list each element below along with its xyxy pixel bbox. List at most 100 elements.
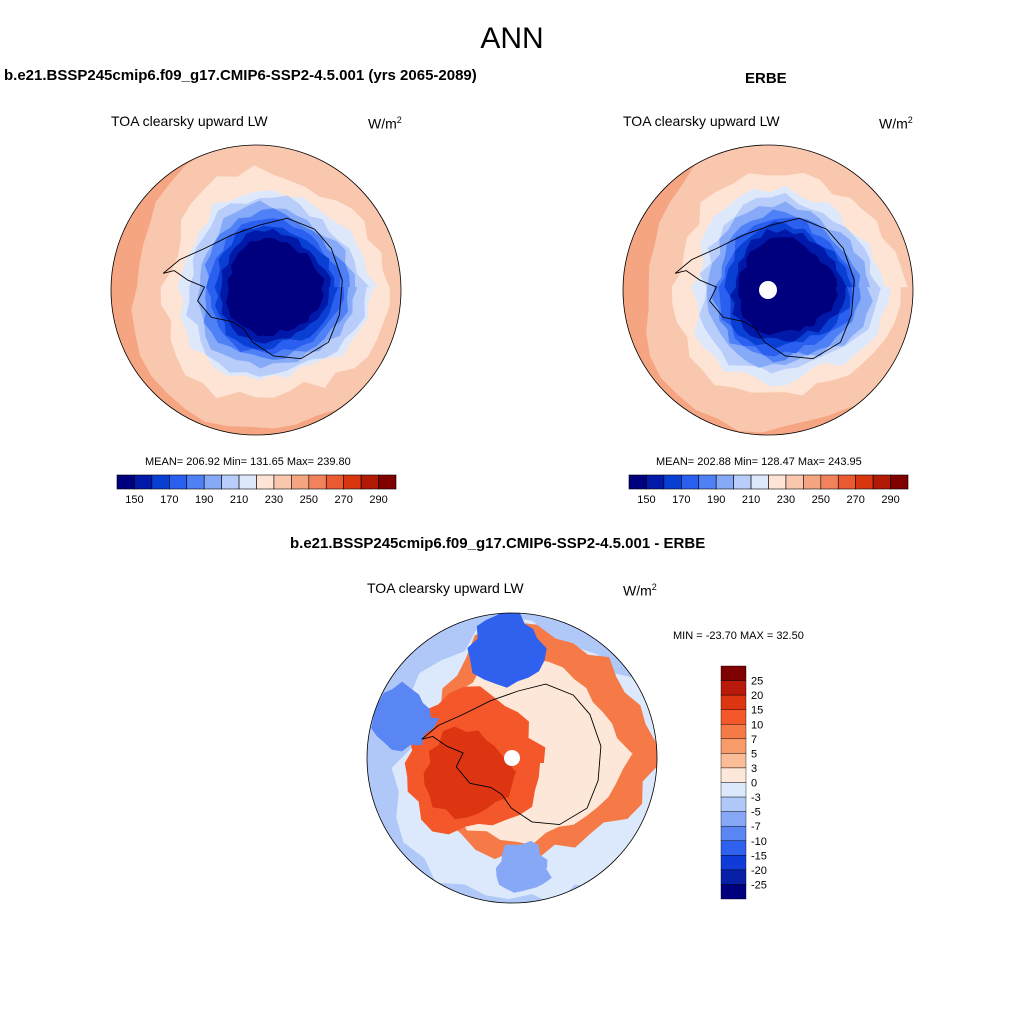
colorbar-box: [308, 474, 327, 490]
contour-band: [496, 840, 552, 893]
colorbar-box: [681, 474, 700, 490]
colorbar-box: [663, 474, 682, 490]
colorbar-tick-label: 20: [751, 690, 763, 702]
colorbar-box: [116, 474, 135, 490]
colorbar-box: [273, 474, 292, 490]
colorbar-box: [720, 884, 747, 900]
panel2-field: [623, 145, 913, 435]
contour-band: [369, 681, 440, 752]
panel2-map: [622, 144, 914, 436]
panel3-units: W/m2: [623, 582, 657, 599]
colorbar-tick-label: -20: [751, 865, 767, 877]
colorbar-box: [221, 474, 240, 490]
colorbar-box: [720, 825, 747, 841]
panel1-field: [111, 145, 401, 435]
colorbar-box: [820, 474, 839, 490]
colorbar-tick-label: 270: [335, 494, 353, 506]
colorbar-box: [646, 474, 665, 490]
missing-data-pole: [504, 750, 520, 766]
colorbar-box: [720, 724, 747, 740]
colorbar-box: [628, 474, 647, 490]
panel3-title: b.e21.BSSP245cmip6.f09_g17.CMIP6-SSP2-4.…: [290, 535, 706, 552]
colorbar-box: [378, 474, 397, 490]
colorbar-box: [872, 474, 891, 490]
colorbar-tick-label: 290: [369, 494, 387, 506]
colorbar-tick-label: -3: [751, 792, 761, 804]
map-border: [622, 144, 914, 436]
colorbar-box: [169, 474, 188, 490]
colorbar-box: [698, 474, 717, 490]
map-border: [366, 612, 658, 904]
colorbar-box: [720, 738, 747, 754]
colorbar-tick-label: 230: [777, 494, 795, 506]
contour-band: [467, 613, 547, 688]
colorbar-tick-label: 10: [751, 719, 763, 731]
contour-band: [737, 237, 838, 336]
colorbar-box: [203, 474, 222, 490]
panel3-variable-label: TOA clearsky upward LW: [367, 580, 524, 596]
panel2-title: ERBE: [745, 70, 787, 87]
panel2-variable-label: TOA clearsky upward LW: [623, 113, 780, 129]
colorbar-tick-label: 150: [637, 494, 655, 506]
colorbar-box: [890, 474, 909, 490]
colorbar-tick-label: 170: [160, 494, 178, 506]
colorbar-box: [134, 474, 153, 490]
colorbar-box: [855, 474, 874, 490]
colorbar-box: [360, 474, 379, 490]
coastline: [421, 683, 602, 826]
colorbar-box: [720, 753, 747, 769]
panel1-title: b.e21.BSSP245cmip6.f09_g17.CMIP6-SSP2-4.…: [4, 67, 477, 84]
colorbar-box: [715, 474, 734, 490]
figure-title: ANN: [480, 22, 544, 55]
colorbar-tick-label: 170: [672, 494, 690, 506]
colorbar-box: [343, 474, 362, 490]
colorbar-tick-label: 190: [195, 494, 213, 506]
contour-band: [226, 237, 325, 337]
colorbar-box: [186, 474, 205, 490]
colorbar-box: [720, 665, 747, 681]
colorbar-tick-label: -7: [751, 821, 761, 833]
coastline: [674, 217, 855, 360]
colorbar-box: [720, 767, 747, 783]
colorbar-box: [291, 474, 310, 490]
colorbar-box: [151, 474, 170, 490]
panel1-map: [110, 144, 402, 436]
colorbar-box: [750, 474, 769, 490]
colorbar-box: [837, 474, 856, 490]
colorbar-tick-label: 230: [265, 494, 283, 506]
panel3-field: [367, 613, 657, 903]
panel3-map: [366, 612, 658, 904]
colorbar-tick-label: 0: [751, 778, 757, 790]
colorbar-tick-label: 270: [847, 494, 865, 506]
colorbar-box: [720, 811, 747, 827]
colorbar-tick-label: -10: [751, 836, 767, 848]
colorbar-tick-label: -25: [751, 879, 767, 891]
colorbar-box: [256, 474, 275, 490]
colorbar-tick-label: 15: [751, 705, 763, 717]
colorbar-box: [720, 855, 747, 871]
missing-data-pole: [759, 281, 777, 299]
colorbar-box: [720, 796, 747, 812]
colorbar-tick-label: 190: [707, 494, 725, 506]
colorbar-box: [238, 474, 257, 490]
colorbar-tick-label: 25: [751, 676, 763, 688]
colorbar-box: [720, 782, 747, 798]
panel2-stats: MEAN= 202.88 Min= 128.47 Max= 243.95: [656, 456, 862, 468]
colorbar-box: [720, 694, 747, 710]
colorbar-box: [733, 474, 752, 490]
colorbar-box: [768, 474, 787, 490]
coastline: [162, 217, 343, 360]
colorbar-tick-label: -15: [751, 850, 767, 862]
colorbar-tick-label: 210: [742, 494, 760, 506]
contour-band: [423, 726, 517, 820]
colorbar-box: [720, 840, 747, 856]
colorbar-box: [325, 474, 344, 490]
colorbar-box: [720, 709, 747, 725]
colorbar-tick-label: 150: [125, 494, 143, 506]
colorbar-tick-label: 250: [300, 494, 318, 506]
panel1-units: W/m2: [368, 115, 402, 132]
panel3-stats: MIN = -23.70 MAX = 32.50: [673, 630, 804, 642]
map-border: [110, 144, 402, 436]
colorbar-box: [720, 680, 747, 696]
